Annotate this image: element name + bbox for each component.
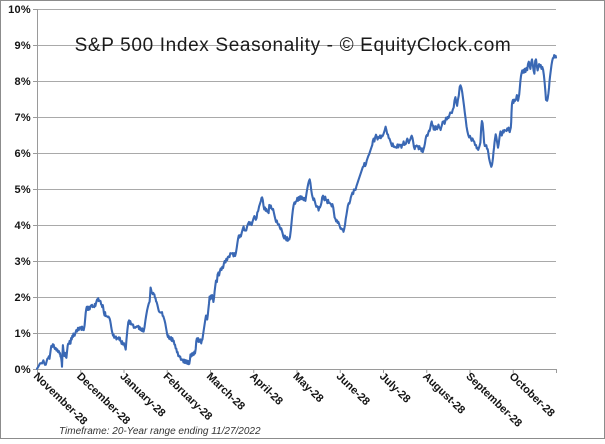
svg-text:S&P 500 Index Seasonality - ©: S&P 500 Index Seasonality - © EquityCloc… (75, 35, 512, 56)
svg-text:1%: 1% (15, 328, 32, 340)
svg-text:4%: 4% (15, 220, 32, 232)
svg-text:10%: 10% (8, 4, 31, 16)
svg-text:2%: 2% (15, 292, 32, 304)
svg-text:7%: 7% (15, 112, 32, 124)
svg-text:9%: 9% (15, 40, 32, 52)
svg-text:6%: 6% (15, 148, 32, 160)
svg-text:5%: 5% (15, 184, 32, 196)
svg-text:0%: 0% (15, 364, 32, 376)
svg-text:3%: 3% (15, 256, 32, 268)
svg-text:Timeframe: 20-Year range endin: Timeframe: 20-Year range ending 11/27/20… (59, 426, 261, 437)
svg-text:8%: 8% (15, 76, 32, 88)
